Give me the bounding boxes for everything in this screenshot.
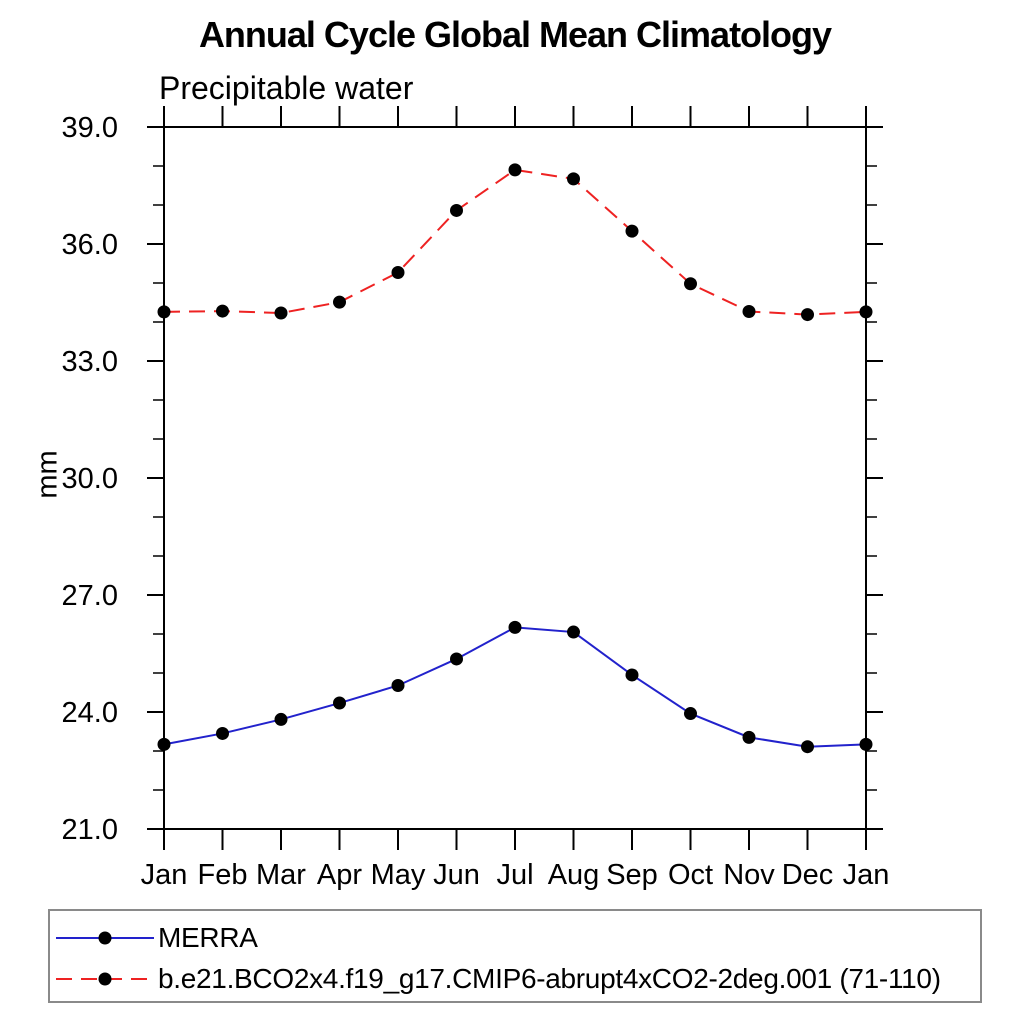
chart-subtitle: Precipitable water bbox=[159, 70, 414, 106]
y-axis-tick-label: 33.0 bbox=[62, 346, 118, 378]
data-point-series-1 bbox=[274, 306, 288, 320]
data-point-series-0 bbox=[859, 737, 873, 751]
x-axis-tick-label: Sep bbox=[606, 859, 658, 891]
data-point-series-0 bbox=[216, 726, 229, 740]
x-axis-tick-label: Feb bbox=[198, 859, 248, 891]
x-axis-tick-label: May bbox=[371, 859, 426, 891]
chart-title: Annual Cycle Global Mean Climatology bbox=[198, 14, 832, 55]
data-point-series-0 bbox=[274, 712, 288, 726]
x-axis-tick-label: Nov bbox=[723, 859, 775, 891]
legend-sample-marker bbox=[98, 931, 112, 945]
data-point-series-0 bbox=[684, 707, 697, 721]
data-point-series-1 bbox=[333, 295, 346, 309]
data-point-series-0 bbox=[801, 740, 814, 754]
x-axis-tick-label: Jan bbox=[843, 859, 890, 891]
data-point-series-1 bbox=[508, 163, 522, 177]
x-axis-tick-label: Mar bbox=[256, 859, 306, 891]
y-axis-tick-label: 24.0 bbox=[62, 697, 118, 729]
data-point-series-1 bbox=[859, 305, 873, 319]
legend: MERRA b.e21.BCO2x4.f19_g17.CMIP6-abrupt4x… bbox=[48, 909, 982, 1003]
x-axis-tick-label: Dec bbox=[782, 859, 834, 891]
x-axis-tick-label: Jun bbox=[433, 859, 480, 891]
y-axis-tick-label: 36.0 bbox=[62, 229, 118, 261]
y-axis-tick-label: 21.0 bbox=[62, 814, 118, 846]
x-axis-tick-label: Apr bbox=[317, 859, 362, 891]
y-axis-tick-label: 30.0 bbox=[62, 463, 118, 495]
data-point-series-1 bbox=[801, 308, 814, 322]
data-point-series-0 bbox=[567, 625, 580, 639]
x-axis-tick-label: Aug bbox=[548, 859, 600, 891]
legend-label: b.e21.BCO2x4.f19_g17.CMIP6-abrupt4xCO2-2… bbox=[158, 963, 941, 994]
data-point-series-1 bbox=[567, 172, 580, 186]
plot-frame bbox=[163, 126, 867, 830]
data-point-series-0 bbox=[508, 620, 522, 634]
data-point-series-0 bbox=[625, 668, 639, 682]
data-point-series-1 bbox=[684, 277, 697, 291]
legend-item-0: MERRA bbox=[54, 922, 258, 953]
data-point-series-0 bbox=[450, 652, 463, 666]
data-point-series-0 bbox=[157, 737, 171, 751]
x-axis-tick-label: Jan bbox=[141, 859, 188, 891]
data-point-series-0 bbox=[742, 730, 756, 744]
data-point-series-1 bbox=[216, 304, 229, 318]
data-point-series-0 bbox=[333, 696, 346, 710]
data-point-series-1 bbox=[625, 224, 639, 238]
data-point-series-0 bbox=[391, 678, 405, 692]
data-point-series-1 bbox=[391, 265, 405, 279]
x-axis-tick-label: Oct bbox=[668, 859, 713, 891]
series-line-1 bbox=[163, 168, 867, 316]
series-line-0 bbox=[163, 626, 867, 748]
y-axis-tick-label: 27.0 bbox=[62, 580, 118, 612]
x-axis-tick-label: Jul bbox=[496, 859, 533, 891]
y-axis-tick-label: 39.0 bbox=[62, 112, 118, 144]
data-point-series-1 bbox=[742, 304, 756, 318]
legend-line-sample bbox=[56, 931, 154, 945]
data-point-series-1 bbox=[157, 305, 171, 319]
data-point-series-1 bbox=[450, 203, 463, 217]
legend-sample-marker bbox=[98, 972, 112, 986]
legend-item-1: b.e21.BCO2x4.f19_g17.CMIP6-abrupt4xCO2-2… bbox=[54, 963, 941, 994]
legend-label: MERRA bbox=[158, 922, 258, 953]
legend-line-sample bbox=[56, 972, 154, 986]
